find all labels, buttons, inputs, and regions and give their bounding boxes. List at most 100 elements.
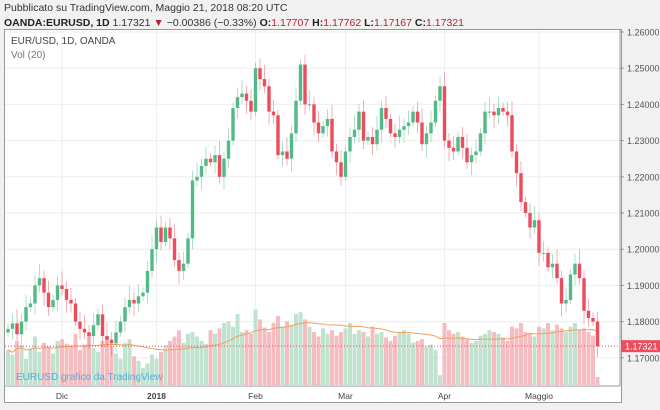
volume-bar [145, 363, 150, 386]
symbol-label: OANDA:EURUSD, 1D [4, 17, 110, 29]
candle-body [469, 155, 474, 163]
candle-body [537, 220, 541, 253]
y-tick-label: 1.18000 [627, 317, 660, 327]
candle-body [42, 278, 46, 293]
volume-bar [19, 345, 24, 386]
candle-body [195, 176, 199, 181]
volume-bar [406, 333, 411, 386]
x-tick-label: Feb [248, 391, 263, 401]
candle-body [474, 151, 478, 156]
volume-bar [276, 315, 280, 386]
volume-bar [501, 337, 505, 386]
candle-body [510, 115, 514, 152]
candle-body [127, 299, 132, 308]
candle-body [105, 336, 109, 340]
close-label: C: [414, 17, 427, 29]
volume-bar [564, 332, 568, 386]
candle-body [172, 238, 177, 261]
volume-bar [87, 332, 91, 386]
candle-body [366, 136, 370, 141]
volume-bar [271, 323, 276, 386]
volume-bar [577, 330, 582, 386]
volume-bar [91, 348, 96, 386]
candle-body [289, 133, 294, 159]
candle-body [285, 151, 289, 159]
volume-bar [154, 359, 159, 386]
volume-bar [73, 333, 78, 386]
volume-bar [159, 351, 163, 386]
volume-bar [127, 339, 132, 386]
volume-bar [532, 336, 537, 386]
volume-bar [586, 332, 591, 386]
volume-bar [307, 326, 312, 386]
volume-bar [456, 332, 460, 386]
candle-body [136, 296, 141, 304]
y-tick-label: 1.19000 [627, 281, 660, 291]
volume-bar [213, 333, 217, 386]
candle-body [298, 64, 303, 101]
volume-bar [51, 353, 55, 386]
candle-body [208, 158, 213, 163]
volume-bar [483, 333, 487, 386]
candle-body [123, 307, 127, 322]
candle-body [456, 136, 460, 152]
candle-body [46, 292, 51, 308]
candle-body [231, 108, 235, 141]
candle-body [204, 158, 208, 166]
volume-bar [258, 319, 262, 386]
volume-bar [555, 324, 559, 386]
volume-bar [262, 327, 267, 386]
volume-bar [186, 333, 190, 386]
volume-bar [298, 312, 303, 386]
volume-bar [559, 328, 564, 386]
candle-body [28, 303, 33, 308]
volume-bar [537, 326, 541, 386]
volume-bar [303, 319, 307, 386]
volume-bar [249, 333, 253, 386]
volume-bar [199, 341, 204, 386]
volume-bar [150, 354, 154, 386]
candle-body [312, 104, 316, 123]
candle-body [568, 274, 573, 300]
volume-bar [10, 354, 15, 386]
y-tick-label: 1.23000 [627, 136, 660, 146]
volume-bar [231, 326, 235, 386]
open-value: 1.17707 [271, 17, 310, 29]
candle-body [91, 325, 96, 337]
candle-body [64, 289, 69, 300]
candle-body [222, 158, 226, 177]
candle-body [429, 122, 433, 134]
candle-body [424, 133, 429, 145]
volume-bar [6, 350, 10, 386]
candle-body [100, 314, 105, 337]
candle-body [483, 111, 487, 134]
candle-body [591, 317, 595, 322]
candle-body [154, 227, 159, 250]
y-tick-label: 1.24000 [627, 100, 660, 110]
candle-body [217, 155, 222, 177]
volume-bar [348, 323, 352, 386]
y-tick-label: 1.22000 [627, 172, 660, 182]
volume-bar [132, 356, 136, 386]
volume-bar [469, 342, 474, 386]
candle-body [24, 307, 28, 322]
volume-bar [123, 342, 127, 386]
x-tick-label: 2018 [147, 391, 166, 401]
candle-body [280, 151, 285, 156]
volume-bar [78, 350, 82, 386]
volume-bar [118, 359, 123, 386]
last-price-badge [621, 340, 660, 353]
volume-bar [69, 345, 73, 386]
volume-bar [46, 346, 51, 386]
candle-body [361, 111, 366, 141]
candle-body [465, 147, 469, 163]
volume-bar [415, 341, 420, 386]
volume-bar [100, 341, 105, 386]
down-arrow-icon: ▼ [153, 17, 164, 29]
candle-body [114, 332, 118, 344]
candle-body [496, 108, 501, 116]
candle-body [384, 108, 388, 119]
volume-bar [289, 324, 294, 386]
tradingview-watermark[interactable]: EURUSD grafico da TradingView [16, 372, 163, 383]
